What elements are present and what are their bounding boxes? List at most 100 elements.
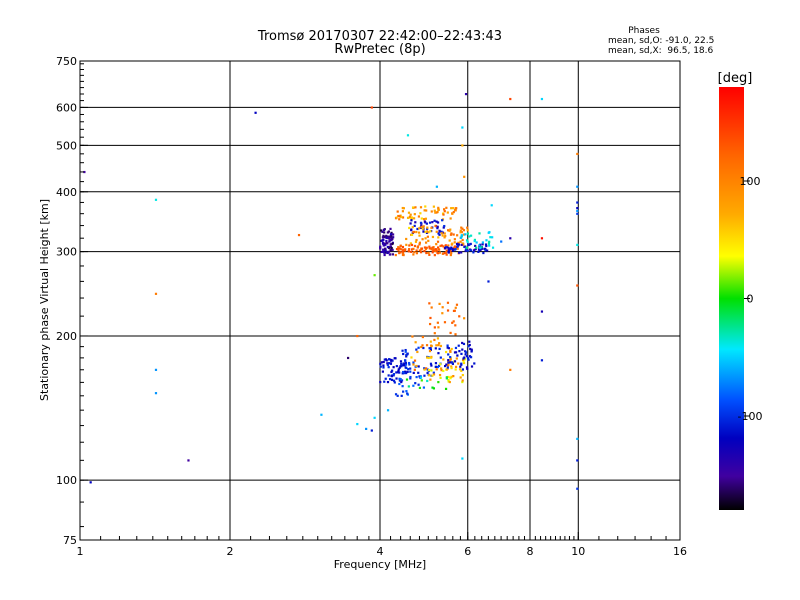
data-point: [398, 379, 401, 382]
data-point: [460, 234, 464, 237]
data-point: [509, 237, 512, 240]
data-point: [459, 229, 462, 232]
data-point: [423, 249, 426, 253]
data-point: [428, 245, 431, 248]
data-point: [455, 303, 459, 306]
data-point: [450, 365, 453, 368]
data-point: [400, 215, 403, 219]
data-point: [461, 238, 464, 242]
data-point: [442, 369, 445, 373]
data-point: [320, 413, 323, 416]
data-point: [450, 347, 453, 351]
data-point: [402, 390, 405, 393]
data-point: [404, 350, 407, 353]
data-point: [439, 363, 442, 366]
data-point: [469, 234, 473, 237]
data-point: [466, 240, 469, 244]
data-point: [466, 367, 469, 370]
data-point: [449, 377, 452, 380]
data-point: [407, 385, 410, 388]
data-point: [441, 306, 444, 309]
data-point: [576, 201, 579, 204]
grid-lines: [80, 61, 680, 540]
data-point: [466, 357, 470, 360]
stats-line-o: mean, sd,O: -91.0, 22.5: [608, 36, 714, 46]
data-point: [387, 366, 390, 369]
data-point: [398, 377, 401, 380]
data-point: [454, 346, 458, 350]
data-point: [470, 365, 474, 368]
data-point: [414, 382, 417, 385]
data-point: [394, 253, 397, 257]
data-point: [436, 210, 439, 214]
data-point: [409, 242, 412, 245]
data-point: [422, 346, 425, 350]
data-point: [382, 248, 385, 251]
data-point: [477, 250, 480, 253]
data-point: [450, 375, 453, 378]
x-tick-label: 8: [527, 545, 534, 558]
data-point: [441, 231, 445, 234]
data-point: [447, 244, 450, 247]
data-point: [446, 366, 449, 369]
data-point: [418, 375, 421, 378]
data-point: [381, 370, 384, 373]
data-point: [254, 111, 257, 114]
x-tick-label: 6: [464, 545, 471, 558]
data-point: [383, 251, 386, 254]
data-point: [384, 243, 387, 246]
data-point: [382, 238, 385, 241]
data-point: [414, 206, 417, 209]
data-point: [452, 375, 455, 378]
data-point: [413, 224, 416, 227]
data-point: [431, 374, 434, 377]
data-point: [457, 243, 460, 246]
data-point: [402, 248, 405, 251]
data-point: [447, 353, 450, 356]
data-point: [447, 363, 450, 366]
data-point: [397, 369, 400, 373]
data-point: [436, 321, 439, 324]
data-point: [424, 205, 427, 208]
data-point: [435, 230, 438, 233]
data-point: [429, 340, 432, 343]
data-point: [576, 206, 579, 210]
data-point: [461, 457, 464, 460]
data-point: [422, 218, 426, 221]
data-point: [437, 208, 440, 211]
data-point: [403, 370, 407, 373]
data-point: [406, 370, 409, 373]
data-point: [453, 241, 456, 244]
data-point: [404, 248, 407, 251]
data-point: [415, 364, 418, 368]
data-point: [388, 235, 391, 238]
data-point: [154, 368, 158, 371]
data-point: [385, 359, 388, 362]
data-point: [438, 342, 441, 345]
data-point: [403, 362, 406, 365]
data-point: [439, 356, 442, 359]
data-point: [388, 362, 391, 365]
data-point: [405, 355, 408, 358]
data-point: [425, 367, 428, 370]
colorbar-tick-label: -100: [738, 410, 763, 423]
data-point: [437, 344, 440, 347]
data-point: [429, 348, 432, 351]
data-point: [431, 251, 434, 254]
data-point: [429, 316, 432, 320]
data-point: [421, 335, 424, 339]
data-point: [447, 229, 450, 232]
data-point: [401, 210, 405, 213]
data-point: [434, 365, 438, 369]
data-point: [392, 374, 395, 377]
data-point: [576, 185, 579, 188]
data-point: [440, 244, 443, 247]
data-point: [432, 373, 436, 376]
data-point: [412, 217, 416, 220]
data-point: [459, 236, 463, 239]
y-tick-label: 400: [56, 186, 77, 199]
data-point: [435, 211, 438, 214]
data-point: [412, 230, 416, 234]
data-point: [451, 212, 454, 215]
data-point: [491, 246, 495, 249]
